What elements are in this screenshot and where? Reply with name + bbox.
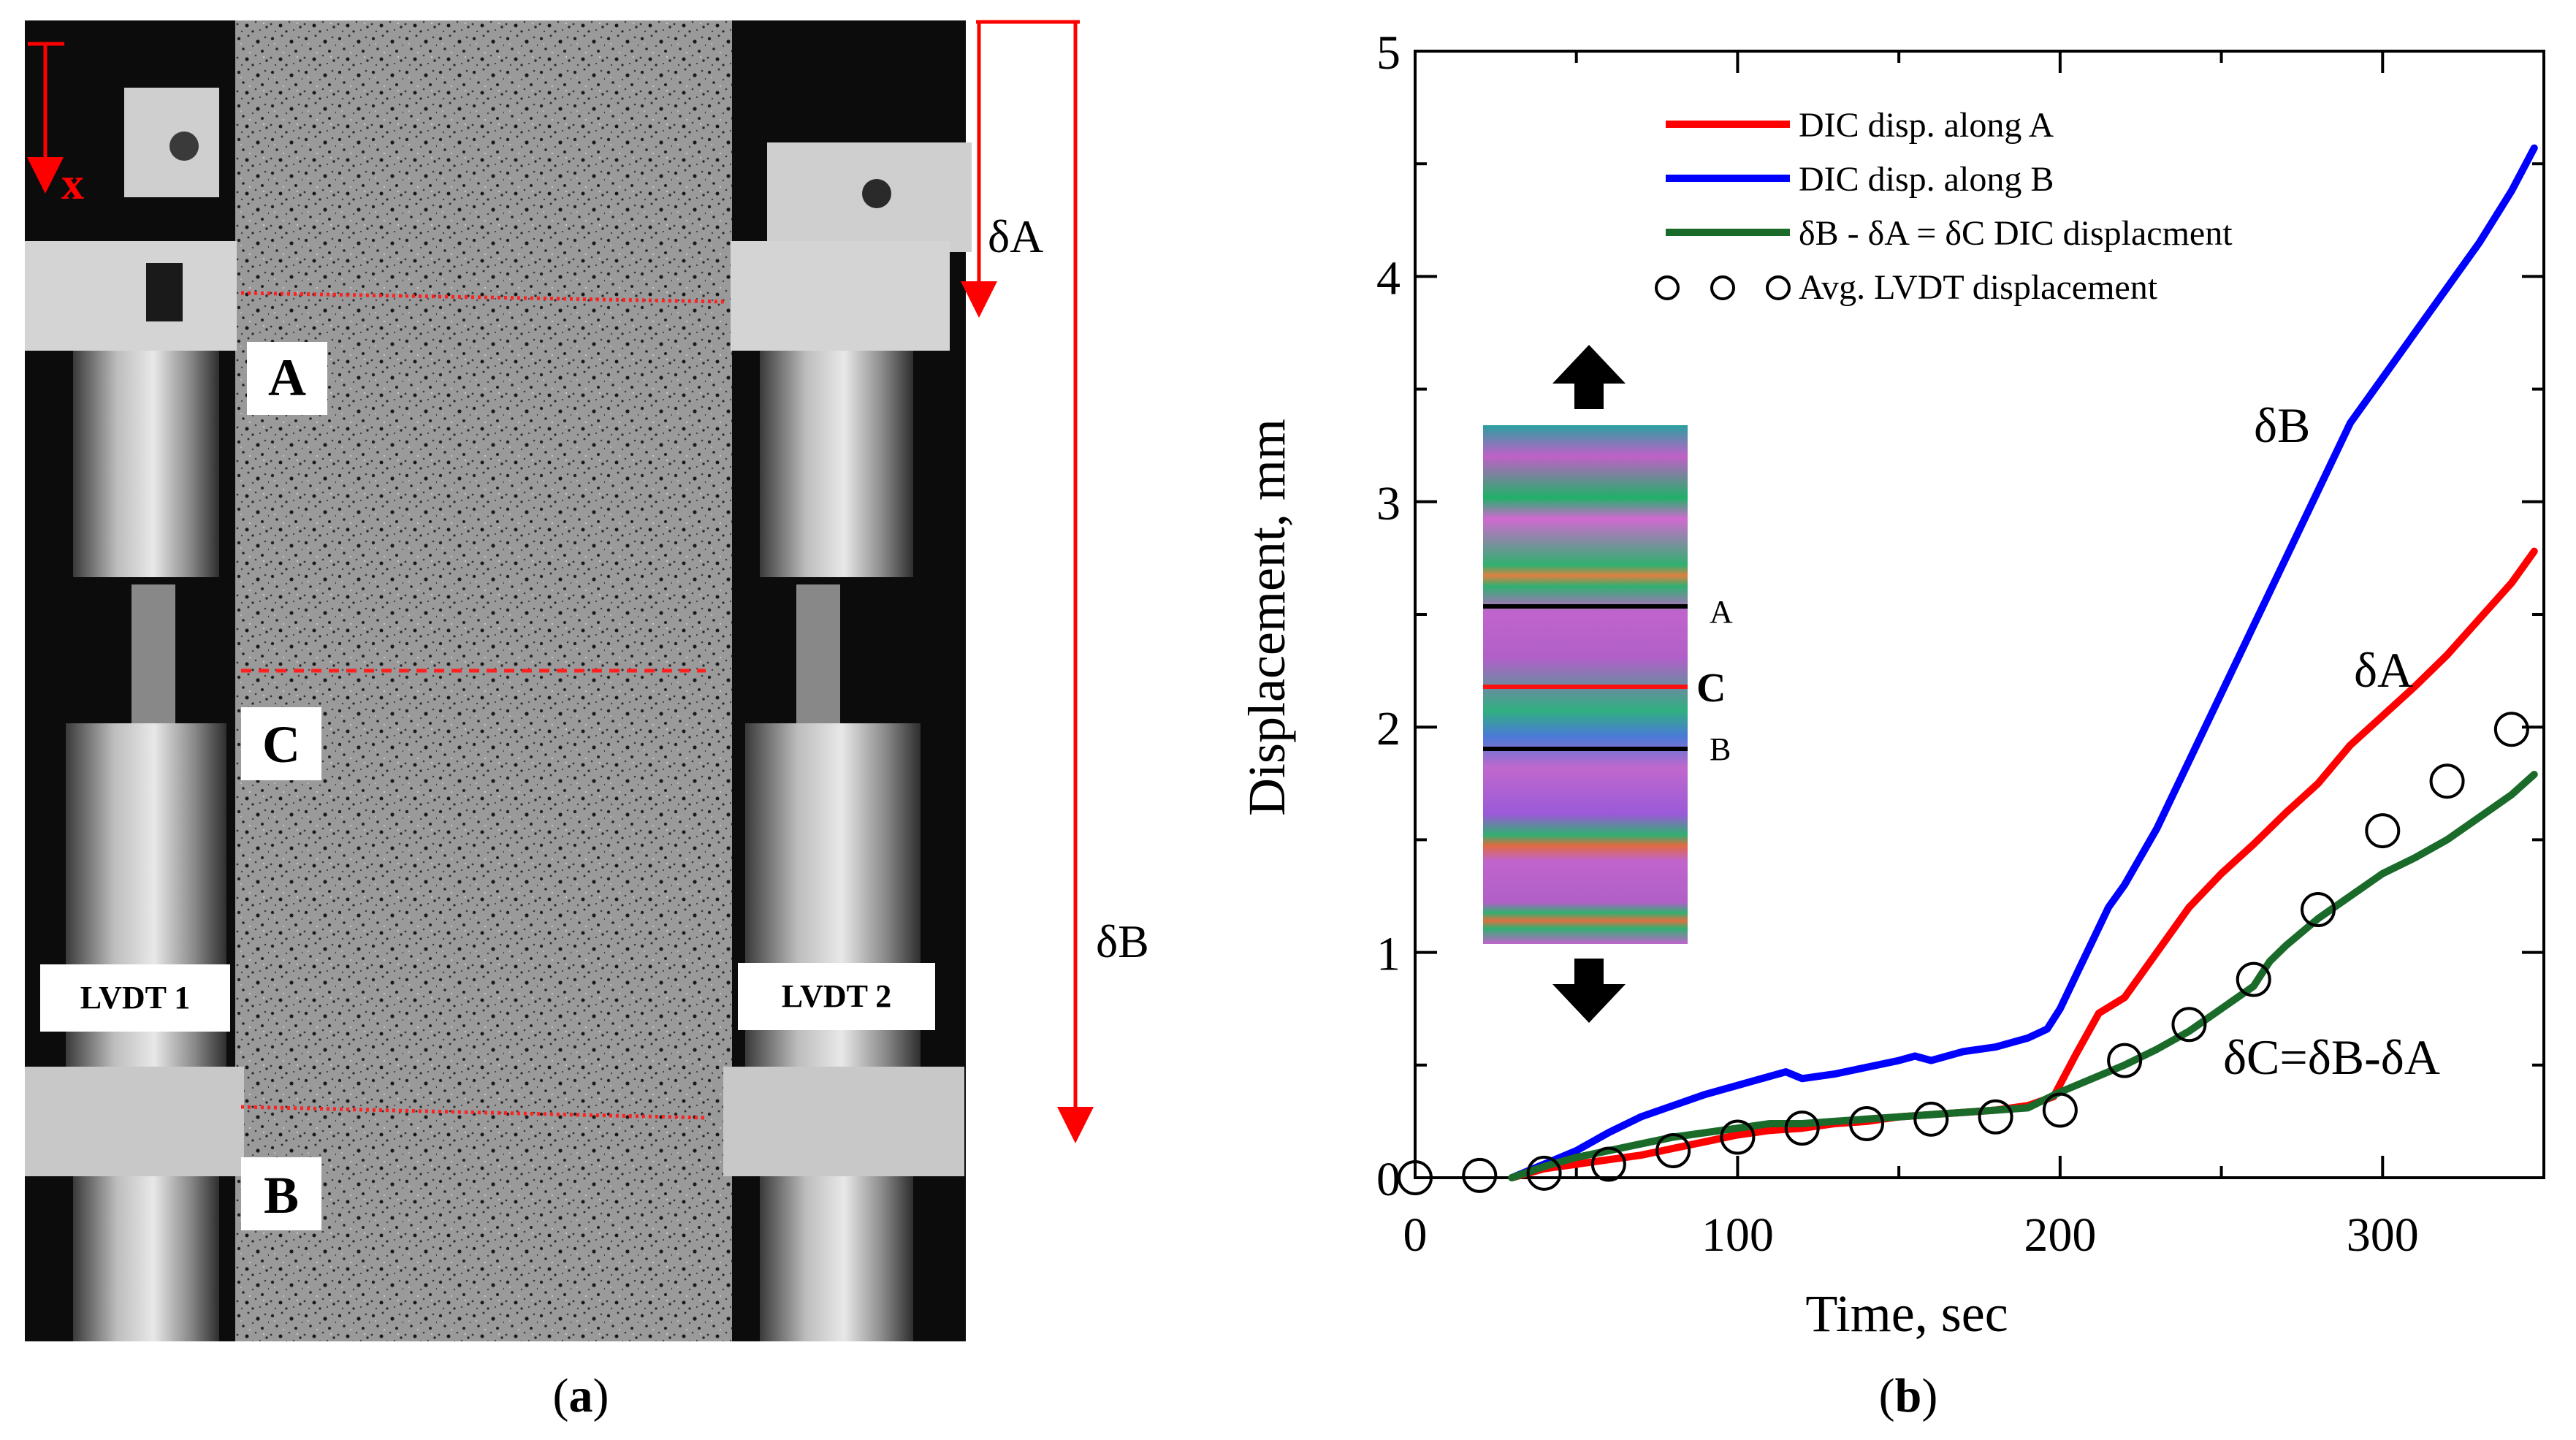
inset-label-b: B — [1710, 731, 1731, 767]
legend-marker — [1766, 275, 1791, 300]
y-tick-label: 2 — [1376, 702, 1401, 755]
lvdt-marker — [1462, 1157, 1498, 1193]
lvdt-marker — [1784, 1111, 1820, 1146]
x-axis-title: Time, sec — [1805, 1284, 2008, 1343]
lvdt1-label-box — [40, 964, 230, 1032]
lvdt-marker — [2493, 712, 2529, 747]
label-box-b — [241, 1157, 321, 1230]
lvdt-marker — [1978, 1099, 2013, 1135]
lvdt2-label: LVDT 2 — [782, 978, 891, 1014]
lvdt-marker — [2301, 892, 2336, 928]
left-upper-cylinder — [73, 351, 219, 577]
right-lower-clamp — [723, 1067, 964, 1176]
right-upper-cylinder — [760, 351, 913, 577]
y-tick-label: 5 — [1376, 26, 1401, 80]
axis-tick-labels: 0 100 200 300 0 1 2 3 4 5 — [1376, 26, 2419, 1262]
legend-label-2: δB - δA = δC DIC displacment — [1799, 214, 2233, 253]
x-tick-label: 0 — [1403, 1208, 1428, 1262]
delta-a-label: δA — [988, 210, 1043, 262]
caption-b: (b) — [1879, 1369, 1938, 1422]
right-bottom-shaft — [760, 1176, 913, 1341]
lvdt-marker — [1849, 1105, 1884, 1141]
label-box-a — [247, 342, 327, 415]
legend-label-3: Avg. LVDT displacement — [1799, 268, 2158, 307]
curve-label-da: δA — [2354, 642, 2413, 698]
label-b: B — [264, 1166, 299, 1224]
lvdt2-label-box — [738, 963, 935, 1030]
y-axis-title: Displacement, mm — [1238, 419, 1296, 816]
tension-arrow-down-icon — [1552, 959, 1626, 1023]
lvdt-marker — [2429, 763, 2465, 799]
line-a-dotted — [240, 291, 727, 304]
displacement-arrows: δA δB — [961, 20, 1149, 1143]
line-b-dotted — [240, 1105, 706, 1120]
inset-label-a: A — [1710, 594, 1733, 630]
lvdt-marker — [2365, 813, 2401, 849]
y-tick-label: 1 — [1376, 928, 1401, 981]
legend-label-1: DIC disp. along B — [1799, 160, 2054, 199]
left-bracket-hole — [169, 132, 199, 161]
dic-inset: A C B — [1483, 345, 1733, 1023]
panel-a-photo: A C B LVDT 1 LVDT 2 x — [25, 20, 972, 1341]
lvdt-marker — [1655, 1132, 1691, 1168]
lvdt-marker — [2171, 1007, 2207, 1043]
lvdt-marker — [1913, 1101, 1949, 1137]
lvdt-marker — [1720, 1119, 1756, 1155]
right-upper-clamp — [731, 241, 950, 351]
x-axis-label: x — [61, 159, 84, 209]
label-a: A — [268, 348, 306, 407]
lvdt1-label: LVDT 1 — [80, 980, 190, 1016]
x-tick-label: 100 — [1702, 1208, 1774, 1262]
lvdt-marker — [2042, 1092, 2078, 1128]
lvdt-marker — [2236, 961, 2271, 997]
series-lvdt-markers — [1398, 712, 2529, 1195]
caption-a: (a) — [553, 1369, 609, 1422]
legend-marker — [1710, 275, 1735, 300]
label-c: C — [262, 715, 300, 774]
y-tick-label: 0 — [1376, 1153, 1401, 1206]
left-upper-clamp — [25, 241, 237, 351]
left-bottom-shaft — [73, 1176, 219, 1341]
chart-legend: DIC disp. along A DIC disp. along B δB - δ… — [1655, 106, 2233, 307]
left-lower-clamp — [25, 1067, 244, 1176]
x-tick-label: 200 — [2024, 1208, 2096, 1262]
lvdt-marker — [1590, 1146, 1626, 1182]
legend-label-0: DIC disp. along A — [1799, 106, 2054, 145]
tension-arrow-up-icon — [1552, 345, 1626, 409]
series-line-2 — [1508, 771, 2538, 1181]
specimen-speckle — [235, 20, 732, 1341]
delta-b-label: δB — [1096, 915, 1149, 967]
displacement-chart: 0 100 200 300 0 1 2 3 4 5 Time, sec Displacement,… — [1238, 26, 2545, 1343]
lvdt-marker — [1526, 1155, 1562, 1191]
lvdt-marker — [1398, 1160, 1433, 1195]
lvdt-marker — [2107, 1043, 2143, 1078]
label-box-c — [241, 707, 321, 780]
series-layer — [1398, 144, 2538, 1195]
curve-label-db: δB — [2254, 397, 2310, 453]
axis-ticks — [1414, 50, 2544, 1179]
series-line-1 — [1508, 144, 2538, 1181]
y-tick-label: 4 — [1376, 251, 1401, 305]
y-tick-label: 3 — [1376, 477, 1401, 530]
curve-label-dc: δC=δB-δA — [2223, 1029, 2440, 1085]
legend-marker — [1655, 275, 1680, 300]
inset-label-c: C — [1696, 666, 1726, 711]
x-tick-label: 300 — [2347, 1208, 2419, 1262]
